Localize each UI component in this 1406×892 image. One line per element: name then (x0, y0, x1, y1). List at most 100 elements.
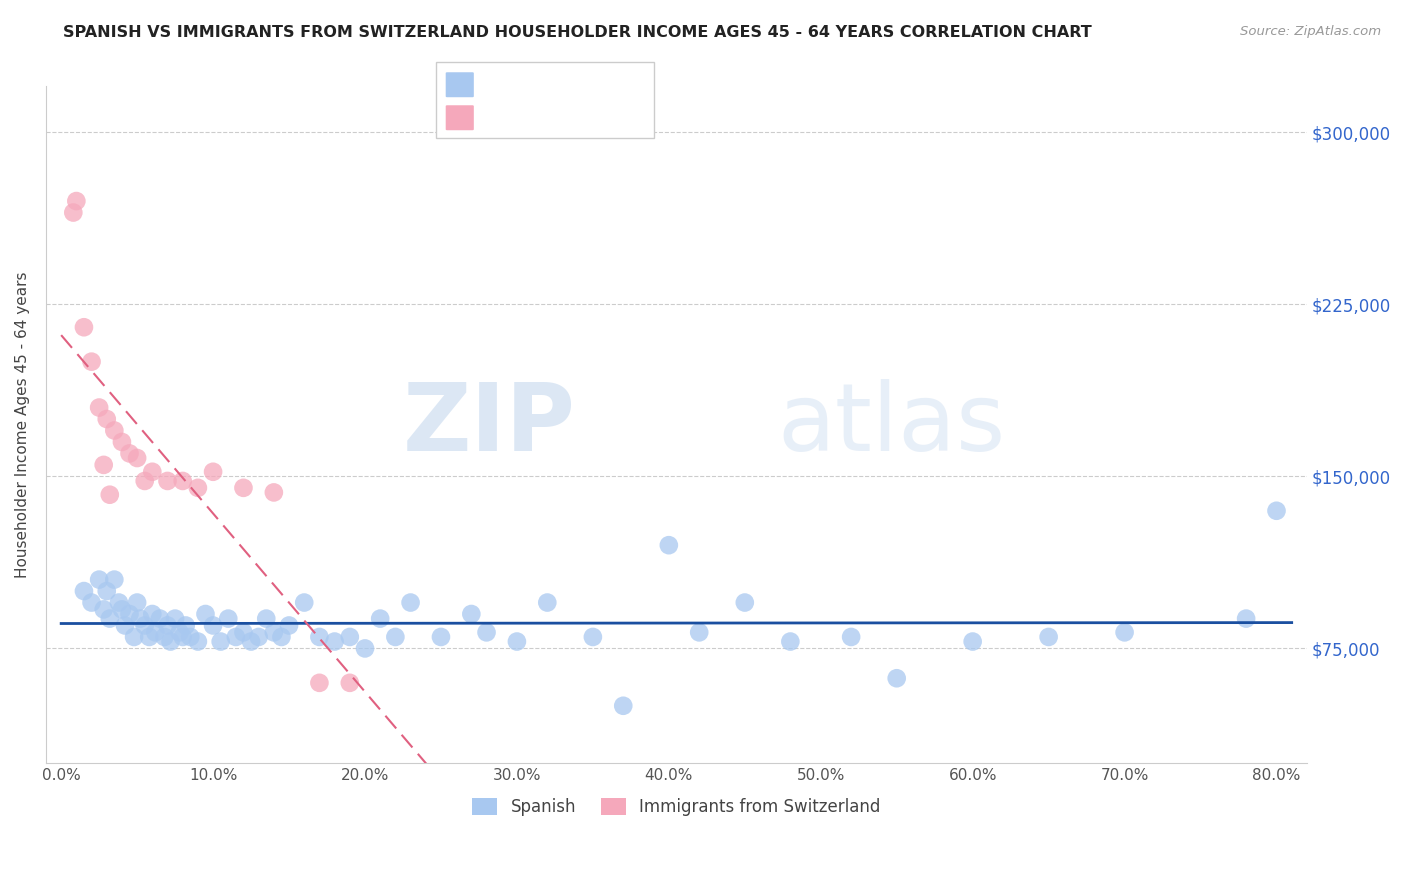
Point (232, 481, 254, 495)
Point (225, 630, 247, 644)
Point (172, 474, 194, 488)
Text: 22: 22 (612, 106, 633, 121)
Point (278, 618, 301, 632)
Point (1265, 504, 1288, 518)
Point (141, 607, 163, 621)
Point (127, 595, 149, 609)
Point (339, 630, 361, 644)
Point (839, 630, 862, 644)
Point (194, 607, 217, 621)
Point (308, 630, 330, 644)
Point (134, 618, 156, 632)
Point (339, 676, 361, 690)
Point (263, 485, 285, 500)
Point (80, 595, 103, 609)
Point (149, 611, 172, 625)
Point (779, 634, 801, 648)
Point (127, 450, 149, 465)
Point (96, 412, 118, 426)
Point (292, 595, 315, 609)
Point (141, 465, 163, 479)
Point (89, 573, 111, 587)
Point (153, 630, 176, 644)
Text: N =: N = (576, 106, 610, 121)
Point (582, 630, 605, 644)
Point (62, 205, 84, 219)
Point (962, 634, 984, 648)
Point (165, 611, 187, 625)
Point (103, 573, 125, 587)
Point (143, 625, 166, 640)
Point (399, 595, 422, 609)
Point (118, 607, 141, 621)
Point (202, 618, 225, 632)
Point (368, 611, 391, 625)
Point (384, 630, 406, 644)
Point (475, 625, 498, 640)
Point (217, 611, 239, 625)
Point (270, 630, 292, 644)
Point (174, 618, 197, 632)
Point (506, 634, 529, 648)
Point (93, 458, 115, 472)
Point (179, 630, 201, 644)
Point (129, 611, 152, 625)
Text: atlas: atlas (778, 379, 1005, 471)
Legend: Spanish, Immigrants from Switzerland: Spanish, Immigrants from Switzerland (465, 791, 887, 822)
Point (96, 584, 118, 599)
Point (103, 424, 125, 438)
Point (323, 634, 346, 648)
Point (118, 446, 141, 460)
Text: -0.021: -0.021 (516, 106, 571, 121)
Point (354, 641, 377, 656)
Point (263, 625, 285, 640)
Point (111, 434, 134, 449)
Point (156, 618, 179, 632)
Text: N =: N = (576, 72, 610, 87)
Point (187, 481, 209, 495)
Point (430, 630, 453, 644)
Point (93, 602, 115, 616)
Point (169, 625, 191, 640)
Point (1038, 630, 1060, 644)
Text: ZIP: ZIP (402, 379, 575, 471)
Point (308, 676, 330, 690)
Point (658, 538, 681, 552)
Text: 66: 66 (612, 72, 633, 87)
Point (886, 671, 908, 685)
Point (1114, 625, 1136, 640)
Point (156, 474, 179, 488)
Point (98, 488, 121, 502)
Point (734, 595, 756, 609)
Point (202, 465, 225, 479)
Point (688, 625, 710, 640)
Point (159, 634, 181, 648)
Point (187, 634, 209, 648)
Point (232, 625, 254, 640)
Point (460, 607, 482, 621)
Point (73, 320, 96, 334)
Point (612, 698, 634, 713)
Point (108, 595, 131, 609)
Text: SPANISH VS IMMIGRANTS FROM SWITZERLAND HOUSEHOLDER INCOME AGES 45 - 64 YEARS COR: SPANISH VS IMMIGRANTS FROM SWITZERLAND H… (63, 25, 1092, 40)
Text: Source: ZipAtlas.com: Source: ZipAtlas.com (1240, 25, 1381, 38)
Point (114, 618, 136, 632)
Point (89, 401, 111, 415)
Point (247, 630, 270, 644)
Point (73, 584, 96, 599)
Point (138, 630, 160, 644)
Point (1234, 611, 1257, 625)
Point (122, 630, 145, 644)
Point (209, 634, 232, 648)
Text: -0.066: -0.066 (516, 72, 571, 87)
Point (134, 474, 156, 488)
Text: R =: R = (481, 72, 515, 87)
Point (111, 602, 134, 616)
Point (65, 194, 87, 208)
Point (240, 634, 263, 648)
Point (80, 354, 103, 368)
Point (536, 595, 558, 609)
Y-axis label: Householder Income Ages 45 - 64 years: Householder Income Ages 45 - 64 years (15, 271, 30, 578)
Point (172, 630, 194, 644)
Point (98, 611, 121, 625)
